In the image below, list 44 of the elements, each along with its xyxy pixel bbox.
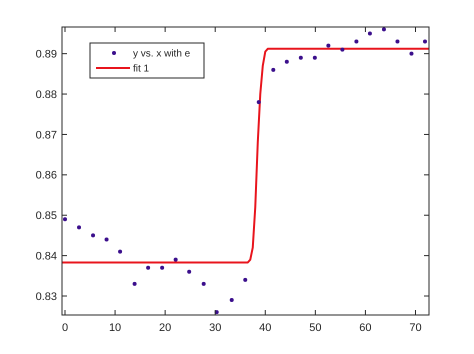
point bbox=[326, 44, 330, 48]
y-tick-label: 0.89 bbox=[36, 48, 57, 61]
x-tick-label: 70 bbox=[409, 322, 422, 334]
point bbox=[104, 237, 109, 242]
line-series bbox=[62, 48, 429, 264]
point bbox=[284, 60, 289, 64]
point bbox=[202, 282, 206, 286]
point bbox=[118, 250, 122, 254]
y-tick-label: 0.87 bbox=[36, 129, 57, 142]
x-tick-label: 30 bbox=[209, 322, 222, 334]
point bbox=[187, 270, 192, 274]
x-tick-label: 50 bbox=[309, 322, 322, 334]
x-tick-label: 20 bbox=[159, 322, 172, 334]
point bbox=[354, 40, 358, 44]
point bbox=[312, 56, 317, 60]
point bbox=[298, 56, 303, 60]
point bbox=[271, 68, 276, 72]
x-tick-label: 10 bbox=[108, 322, 122, 334]
point bbox=[382, 27, 386, 32]
point bbox=[174, 258, 178, 262]
point bbox=[368, 31, 372, 36]
y-tick-label: 0.84 bbox=[36, 250, 57, 262]
y-tick-label: 0.86 bbox=[36, 170, 57, 182]
x-tick-label: 60 bbox=[359, 322, 372, 334]
point bbox=[91, 233, 96, 238]
point bbox=[409, 52, 414, 56]
point bbox=[243, 278, 248, 282]
y-tick-label: 0.85 bbox=[36, 210, 57, 222]
point bbox=[395, 40, 400, 44]
y-tick-label: 0.83 bbox=[36, 290, 57, 303]
point bbox=[256, 100, 261, 104]
point bbox=[160, 266, 164, 270]
y-tick-label: 0.88 bbox=[36, 88, 57, 101]
point bbox=[132, 282, 137, 286]
point bbox=[63, 217, 68, 222]
legend-label: y vs. x with e bbox=[133, 48, 191, 60]
point bbox=[340, 48, 344, 52]
x-tick-label: 40 bbox=[259, 322, 272, 334]
legend-label: fit 1 bbox=[133, 64, 150, 74]
x-tick-label: 0 bbox=[62, 322, 68, 334]
point bbox=[146, 266, 150, 270]
point bbox=[77, 225, 82, 230]
point bbox=[422, 40, 427, 44]
point bbox=[230, 298, 234, 302]
